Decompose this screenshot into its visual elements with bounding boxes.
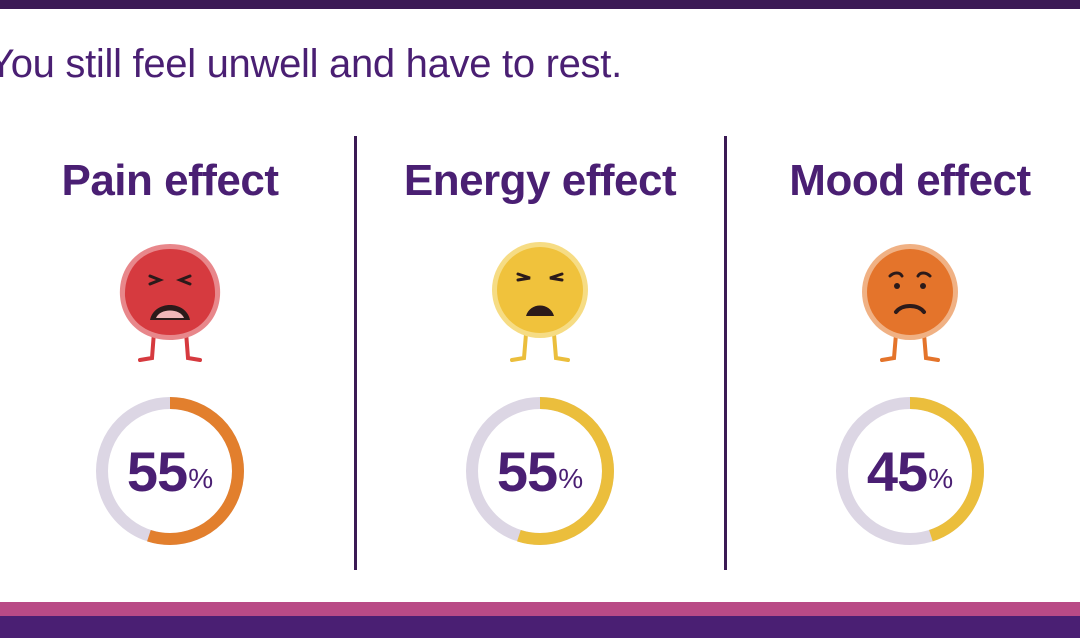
percent-sign: %: [558, 463, 584, 494]
mood-effect-panel: Mood effect 45%: [740, 150, 1080, 570]
percent-ring-fill: [96, 397, 244, 545]
yellow-unhappy-face-icon: [480, 240, 600, 370]
percent-sign: %: [928, 463, 954, 494]
pain-effect-title: Pain effect: [61, 156, 279, 205]
energy-percent-ring: 55%: [463, 394, 617, 548]
orange-sad-face-icon: [850, 240, 970, 370]
percent-ring-fill: [836, 397, 984, 545]
mood-percent-value: 45: [866, 439, 928, 503]
top-bar: [0, 0, 1080, 9]
energy-effect-panel: Energy effect 55%: [370, 150, 710, 570]
headline: You still feel unwell and have to rest.: [0, 42, 622, 86]
mood-percent-ring: 45%: [833, 394, 987, 548]
column-divider: [354, 136, 357, 570]
bottom-bar: [0, 616, 1080, 638]
energy-percent-value: 55: [496, 439, 558, 503]
pain-effect-panel: Pain effect 55%: [0, 150, 340, 570]
column-divider: [724, 136, 727, 570]
percent-sign: %: [188, 463, 214, 494]
pain-percent-ring: 55%: [93, 394, 247, 548]
mood-effect-title: Mood effect: [789, 156, 1031, 205]
red-grimacing-face-icon: [110, 240, 230, 370]
pain-percent-value: 55: [126, 439, 188, 503]
energy-effect-title: Energy effect: [403, 156, 677, 205]
percent-ring-fill: [466, 397, 614, 545]
bottom-accent-bar: [0, 602, 1080, 616]
